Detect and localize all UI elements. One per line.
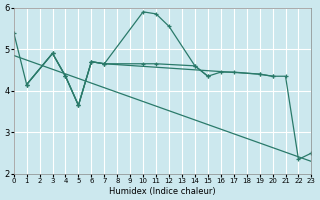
X-axis label: Humidex (Indice chaleur): Humidex (Indice chaleur) [109, 187, 216, 196]
